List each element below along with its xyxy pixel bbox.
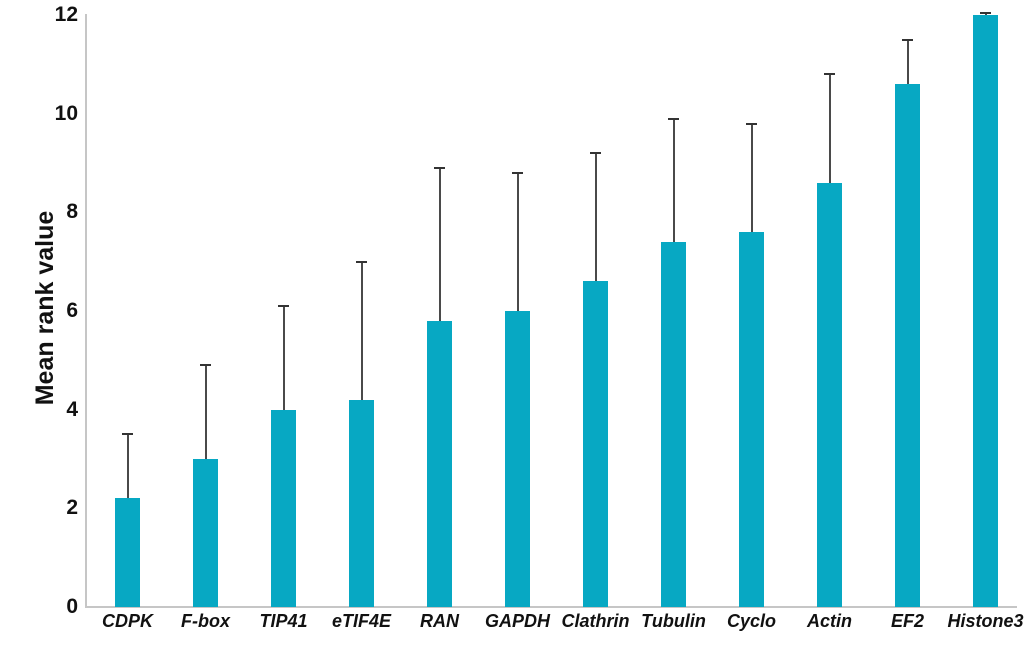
x-tick-label: Tubulin <box>641 611 706 631</box>
y-tick-label: 10 <box>54 101 78 125</box>
error-bar-cap <box>512 171 523 174</box>
error-bar-line <box>828 74 831 183</box>
bar <box>895 84 920 607</box>
error-bar-line <box>204 365 207 459</box>
error-bar-cap <box>590 152 601 155</box>
y-axis-line <box>85 14 87 608</box>
error-bar-cap <box>746 122 757 125</box>
x-tick-label: Actin <box>807 611 852 631</box>
y-tick-label: 4 <box>66 397 78 421</box>
bar <box>427 320 452 607</box>
bar <box>661 241 686 607</box>
y-tick-label: 12 <box>54 3 78 26</box>
y-tick-label: 6 <box>66 299 78 322</box>
bar <box>583 281 608 607</box>
error-bar-cap <box>200 364 211 367</box>
x-tick-label: Histone3 <box>947 611 1024 631</box>
error-bar-line <box>360 261 363 400</box>
x-tick-label: F-box <box>181 611 230 631</box>
error-bar-line <box>906 39 909 85</box>
bar <box>739 232 764 607</box>
error-bar-cap <box>278 305 289 308</box>
error-bar-cap <box>668 117 679 120</box>
error-bar-line <box>672 118 675 242</box>
error-bar-cap <box>902 38 913 41</box>
x-tick-label: EF2 <box>890 611 924 631</box>
error-bar-cap <box>434 166 445 169</box>
bar <box>193 459 218 607</box>
error-bar-cap <box>980 11 991 14</box>
x-tick-label: CDPK <box>101 611 153 631</box>
x-tick-label: eTIF4E <box>331 611 392 631</box>
bar <box>817 182 842 607</box>
bar <box>973 15 998 607</box>
bar <box>115 498 140 607</box>
error-bar-line <box>984 12 987 15</box>
bar <box>349 399 374 607</box>
error-bar-line <box>126 434 129 499</box>
x-tick-label: Cyclo <box>726 611 777 631</box>
x-tick-label: RAN <box>420 611 459 631</box>
error-bar-line <box>282 306 285 410</box>
y-tick-label: 0 <box>66 595 78 618</box>
x-tick-label: TIP41 <box>259 611 308 631</box>
error-bar-line <box>594 153 597 282</box>
y-tick-label: 8 <box>66 200 78 224</box>
error-bar-line <box>516 172 519 311</box>
error-bar-cap <box>824 73 835 76</box>
bar <box>271 409 296 607</box>
error-bar-line <box>750 123 753 233</box>
x-axis-line <box>85 606 1017 608</box>
x-tick-label: Clathrin <box>561 611 630 631</box>
y-tick-label: 2 <box>66 496 78 520</box>
error-bar-line <box>438 167 441 321</box>
error-bar-cap <box>356 260 367 263</box>
bar <box>505 311 530 607</box>
x-tick-label: GAPDH <box>484 611 550 631</box>
error-bar-cap <box>122 433 133 436</box>
